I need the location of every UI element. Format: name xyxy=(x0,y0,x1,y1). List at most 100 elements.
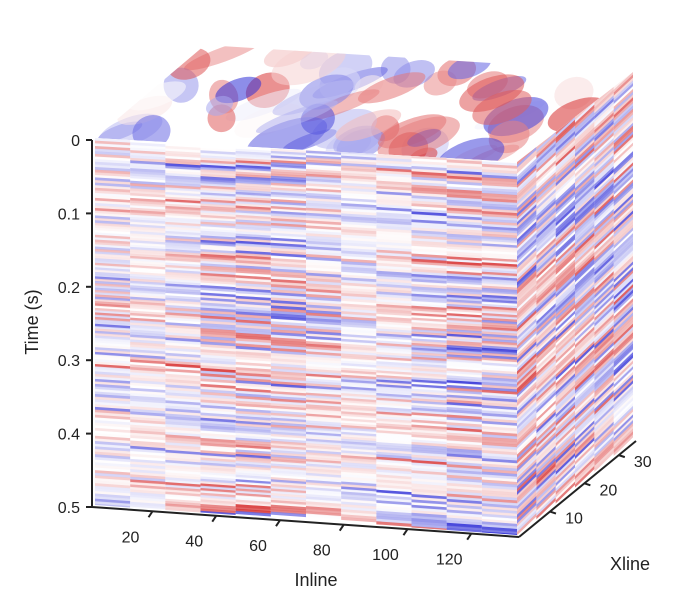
front-reflector-cell xyxy=(270,342,306,348)
side-streak-cell xyxy=(575,343,595,366)
side-streak-cell xyxy=(555,219,575,241)
side-streak-cell xyxy=(555,233,575,256)
front-reflector-cell xyxy=(200,176,236,182)
front-reflector-cell xyxy=(376,515,412,522)
front-reflector-cell xyxy=(95,366,131,372)
front-reflector-cell xyxy=(376,212,412,218)
inline-tick-label: 100 xyxy=(372,547,399,564)
front-reflector-cell xyxy=(270,313,306,319)
front-reflector-cell xyxy=(130,230,166,237)
front-reflector-cell xyxy=(165,342,201,348)
front-reflector-cell xyxy=(165,175,201,181)
front-reflector-cell xyxy=(446,375,482,381)
side-streak-cell xyxy=(517,501,537,524)
front-reflector-cell xyxy=(270,302,306,308)
front-reflector-cell xyxy=(376,413,412,420)
side-streak-cell xyxy=(594,384,614,407)
side-streak-cell xyxy=(536,180,556,202)
side-streak-cell xyxy=(575,411,595,434)
side-streak-cell xyxy=(575,164,595,186)
front-reflector-cell xyxy=(165,381,201,388)
front-reflector-cell xyxy=(270,388,306,394)
side-streak-cell xyxy=(555,296,575,319)
side-streak-cell xyxy=(594,103,614,126)
side-streak-cell xyxy=(517,264,537,286)
front-reflector-cell xyxy=(481,245,517,251)
front-reflector-cell xyxy=(270,203,306,209)
front-reflector-cell xyxy=(165,205,201,212)
front-reflector-cell xyxy=(446,199,482,205)
front-reflector-cell xyxy=(130,445,166,452)
side-streak-cell xyxy=(555,151,575,173)
front-reflector-cell xyxy=(95,234,131,240)
side-streak-cell xyxy=(517,184,537,206)
front-reflector-cell xyxy=(235,385,271,391)
front-reflector-cell xyxy=(411,446,447,453)
front-reflector-cell xyxy=(341,229,377,235)
side-streak-cell xyxy=(517,484,537,507)
front-reflector-cell xyxy=(411,465,447,471)
side-streak-cell xyxy=(594,208,614,231)
front-reflector-cell xyxy=(270,436,306,442)
front-reflector-cell xyxy=(481,362,517,368)
front-reflector-cell xyxy=(446,498,482,505)
front-reflector-cell xyxy=(270,365,306,372)
side-streak-cell xyxy=(594,194,614,217)
front-reflector-cell xyxy=(165,337,201,343)
side-streak-cell xyxy=(536,154,556,177)
side-streak-cell xyxy=(613,403,633,426)
front-reflector-cell xyxy=(235,427,271,434)
side-streak-cell xyxy=(613,335,633,357)
side-streak-cell xyxy=(555,285,575,307)
front-reflector-cell xyxy=(200,330,236,337)
front-reflector-cell xyxy=(481,262,517,268)
front-reflector-cell xyxy=(481,243,517,249)
front-reflector-cell xyxy=(411,219,447,225)
front-reflector-cell xyxy=(446,197,482,203)
front-reflector-cell xyxy=(306,169,342,175)
front-reflector-cell xyxy=(130,185,166,191)
side-streak-cell xyxy=(536,388,556,411)
side-streak-cell xyxy=(517,510,537,533)
side-streak-cell xyxy=(517,178,537,200)
side-streak-cell xyxy=(555,230,575,253)
side-streak-cell xyxy=(517,344,537,367)
side-streak-cell xyxy=(517,149,537,172)
front-reflector-cell xyxy=(95,159,131,165)
xline-axis-line xyxy=(518,440,637,538)
front-reflector-cell xyxy=(306,508,342,515)
front-reflector-cell xyxy=(411,245,447,251)
side-streak-cell xyxy=(555,470,575,493)
side-streak-cell xyxy=(555,202,575,224)
front-reflector-cell xyxy=(200,171,236,177)
front-reflector-cell xyxy=(200,307,236,313)
front-reflector-cell xyxy=(446,266,482,272)
front-reflector-cell xyxy=(411,286,447,292)
side-streak-cell xyxy=(575,278,595,300)
xline-tick xyxy=(584,482,591,487)
front-reflector-cell xyxy=(270,260,306,266)
side-streak-cell xyxy=(575,440,595,463)
side-streak-cell xyxy=(536,343,556,365)
side-streak-cell xyxy=(517,215,537,237)
side-streak-cell xyxy=(536,411,556,434)
front-reflector-cell xyxy=(270,509,306,515)
side-streak-cell xyxy=(575,394,595,417)
front-reflector-cell xyxy=(270,206,306,212)
front-reflector-cell xyxy=(130,494,166,500)
front-reflector-cell xyxy=(481,402,517,408)
front-reflector-cell xyxy=(270,247,306,253)
side-streak-cell xyxy=(536,146,556,168)
front-reflector-cell xyxy=(446,228,482,234)
front-reflector-cell xyxy=(165,150,201,156)
front-reflector-cell xyxy=(411,414,447,421)
front-reflector-cell xyxy=(165,300,201,306)
front-reflector-cell xyxy=(411,504,447,511)
front-reflector-cell xyxy=(481,428,517,435)
side-streak-cell xyxy=(536,434,556,457)
front-reflector-cell xyxy=(446,477,482,483)
front-reflector-cell xyxy=(130,216,166,223)
front-reflector-cell xyxy=(411,494,447,500)
front-reflector-cell xyxy=(411,507,447,513)
front-reflector-cell xyxy=(130,414,166,420)
